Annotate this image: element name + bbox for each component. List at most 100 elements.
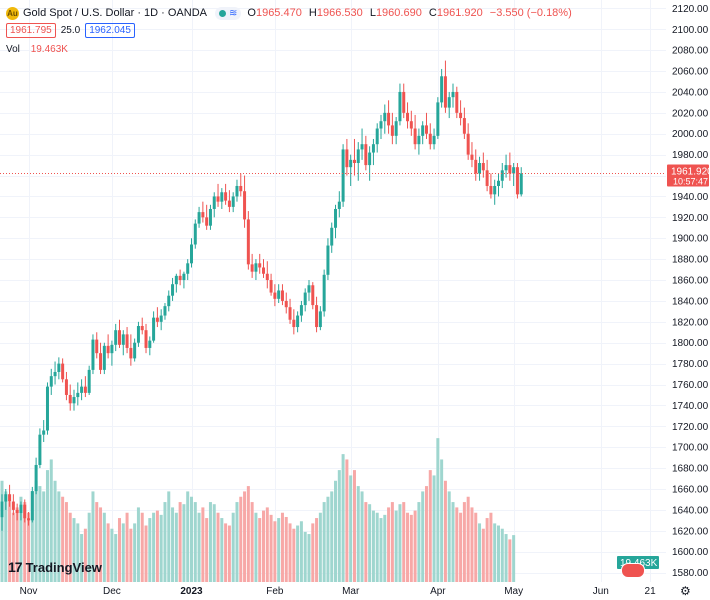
candle-body — [337, 201, 341, 209]
candle-body — [330, 227, 334, 246]
volume-bar — [447, 491, 451, 582]
candle-body — [45, 386, 49, 431]
volume-bar — [432, 475, 436, 582]
candle-body — [334, 208, 338, 228]
candle-body — [254, 263, 258, 272]
price-tick-label: 2000.00 — [672, 129, 709, 140]
candle-body — [326, 245, 330, 275]
volume-bar — [19, 496, 23, 582]
candle-body — [360, 144, 364, 150]
volume-bar — [171, 507, 175, 582]
volume-bar — [387, 507, 391, 582]
candle-body — [38, 434, 42, 465]
volume-label[interactable]: Vol — [6, 44, 20, 55]
candle-body — [375, 128, 379, 145]
close-value: 1961.920 — [436, 7, 483, 19]
time-tick-label: 21 — [645, 586, 657, 597]
price-tick-label: 1580.00 — [672, 568, 709, 579]
candle-body — [512, 167, 516, 174]
volume-bar — [159, 514, 163, 582]
candle-body — [220, 192, 224, 202]
candle-body — [129, 347, 133, 359]
volume-bar — [102, 512, 106, 582]
symbol-title[interactable]: Gold Spot / U.S. Dollar · 1D · OANDA — [23, 7, 207, 19]
time-tick-label: Dec — [103, 586, 121, 597]
volume-bar — [87, 512, 91, 582]
sell-button[interactable]: 1961.795 — [6, 23, 56, 38]
volume-bar — [182, 504, 186, 582]
volume-bar — [481, 528, 485, 582]
close-label: C — [428, 7, 437, 19]
candle-body — [121, 334, 125, 345]
volume-bar — [57, 491, 61, 582]
spread-value: 25.0 — [60, 25, 81, 36]
price-tick-label: 2120.00 — [672, 4, 709, 15]
candle-body — [30, 491, 34, 521]
volume-bar — [53, 480, 57, 582]
volume-bar — [375, 512, 379, 582]
tradingview-logo[interactable]: 17 TradingView — [8, 559, 102, 575]
volume-bar — [91, 491, 95, 582]
candle-body — [349, 159, 353, 168]
volume-bar — [114, 534, 118, 582]
volume-bar — [269, 514, 273, 582]
candle-body — [144, 330, 148, 348]
candle-body — [117, 330, 121, 345]
candle-body — [15, 509, 19, 514]
volume-bar — [288, 523, 292, 582]
volume-bar — [99, 507, 103, 582]
volume-bar — [474, 512, 478, 582]
time-tick-label: Nov — [20, 586, 38, 597]
price-tick-label: 1860.00 — [672, 276, 709, 287]
volume-bar — [500, 528, 504, 582]
volume-bar — [208, 502, 212, 582]
volume-bar — [280, 512, 284, 582]
volume-bar — [216, 512, 220, 582]
volume-bar — [262, 510, 266, 582]
candle-body — [466, 133, 470, 155]
volume-bar — [413, 510, 417, 582]
price-axis[interactable]: 1580.00 1600.00 1620.00 1640.00 1660.00 1680.… — [617, 0, 710, 600]
candle-body — [409, 121, 413, 129]
volume-bar — [4, 491, 8, 582]
volume-bar — [129, 528, 133, 582]
volume-value: 19.463K — [30, 44, 68, 55]
buy-button[interactable]: 1962.045 — [85, 23, 135, 38]
time-axis[interactable]: Nov Dec 2023 Feb Mar Apr May Jun 21 — [0, 582, 666, 600]
price-tick-label: 2060.00 — [672, 67, 709, 78]
time-tick-label: Mar — [342, 586, 360, 597]
candle-body — [474, 159, 478, 174]
countdown-label: 10:57:47 — [673, 177, 708, 187]
price-tick-label: 1980.00 — [672, 150, 709, 161]
volume-bar — [133, 523, 137, 582]
volume-bar — [167, 491, 171, 582]
symbol-header: Au Gold Spot / U.S. Dollar · 1D · OANDA … — [6, 5, 576, 21]
candle-body — [478, 163, 482, 174]
volume-bar — [402, 502, 406, 582]
volume-bar — [80, 534, 84, 582]
candle-body — [19, 504, 23, 514]
time-tick-label: Feb — [266, 586, 284, 597]
volume-bar — [152, 512, 156, 582]
volume-bar — [512, 535, 516, 582]
candle-body — [57, 363, 61, 372]
volume-bar — [277, 518, 281, 582]
candle-body — [53, 371, 57, 377]
candle-body — [235, 185, 239, 197]
candle-body — [133, 342, 137, 359]
candle-body — [64, 379, 68, 395]
price-tick-label: 1840.00 — [672, 296, 709, 307]
candle-body — [379, 121, 383, 129]
candle-body — [428, 133, 432, 145]
volume-bar — [406, 512, 410, 582]
gear-icon[interactable]: ⚙ — [680, 584, 691, 598]
volume-bar — [34, 480, 38, 582]
price-tick-label: 2020.00 — [672, 108, 709, 119]
candle-body — [68, 394, 72, 404]
volume-bar — [83, 528, 87, 582]
volume-bar — [508, 539, 512, 582]
candle-body — [292, 319, 296, 328]
candle-body — [87, 369, 91, 393]
status-pill[interactable]: ≋ — [215, 6, 242, 20]
